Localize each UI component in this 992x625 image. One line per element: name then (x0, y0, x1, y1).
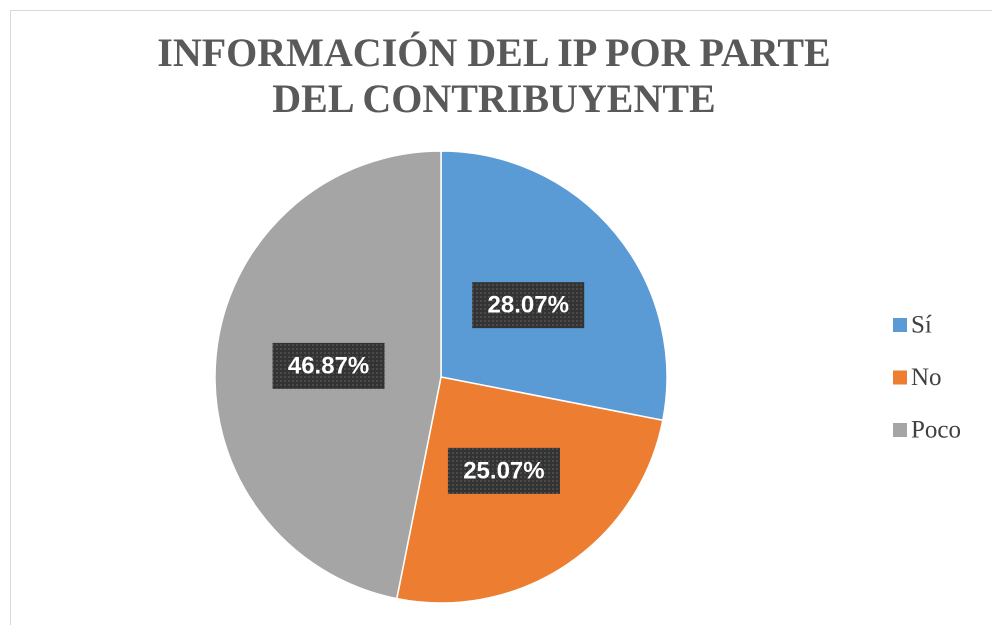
legend-label: Poco (911, 417, 961, 444)
data-label-box (447, 447, 560, 494)
legend-swatch (893, 318, 907, 332)
legend-swatch (893, 423, 907, 437)
data-label: 28.07% (488, 292, 569, 319)
chart-title: INFORMACIÓN DEL IP POR PARTE DEL CONTRIB… (157, 30, 831, 121)
data-label-box (472, 282, 585, 329)
data-label: 46.87% (288, 352, 369, 379)
legend-label: No (911, 364, 942, 391)
legend-swatch (893, 370, 907, 385)
data-label: 25.07% (463, 457, 544, 484)
data-label-box (272, 342, 385, 389)
chart-border (10, 10, 992, 625)
legend-label: Sí (911, 312, 932, 339)
